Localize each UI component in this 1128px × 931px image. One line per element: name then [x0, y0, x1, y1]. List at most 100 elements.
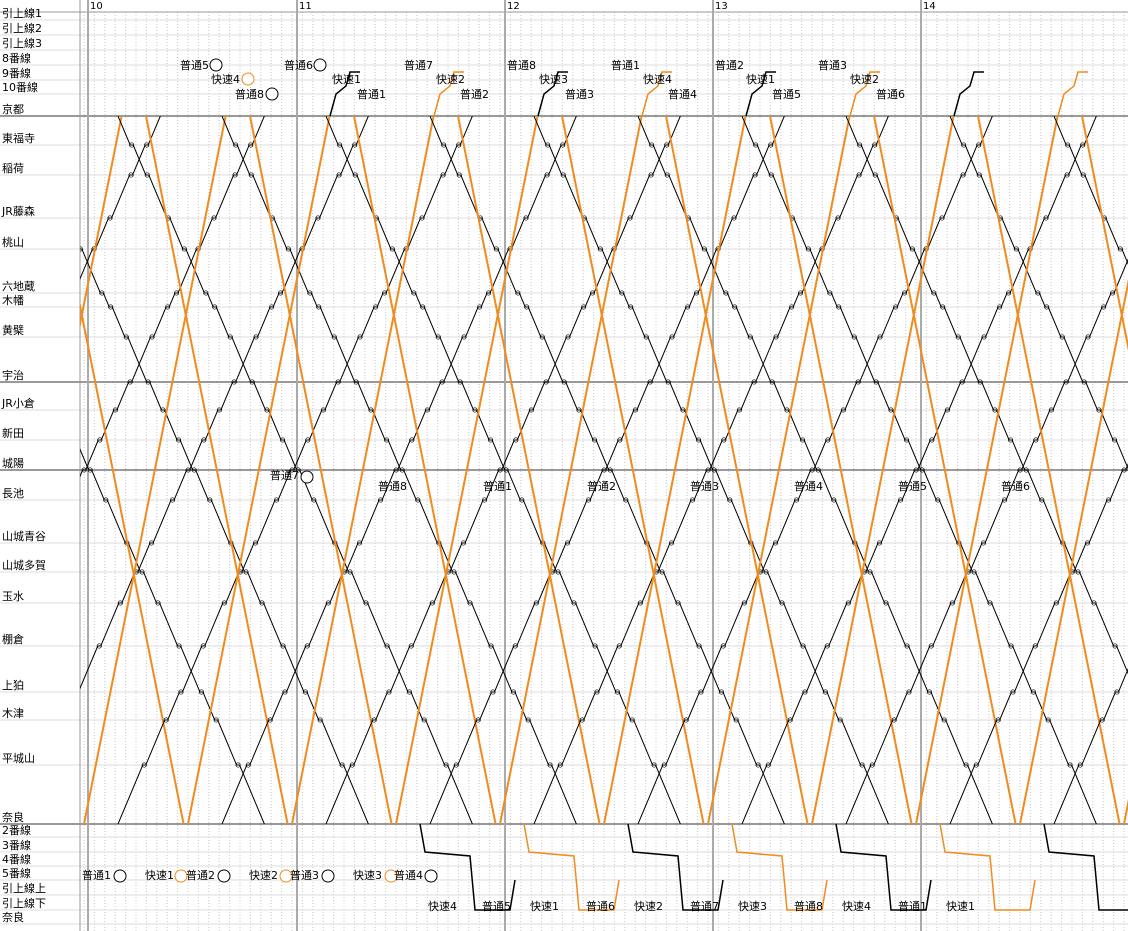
- stop-marker: [524, 304, 530, 310]
- stop-marker: [253, 334, 259, 340]
- yard-move: [433, 71, 464, 117]
- stop-marker: [264, 407, 270, 413]
- stop-marker: [944, 407, 950, 413]
- stop-marker: [741, 600, 747, 606]
- stop-marker: [888, 407, 894, 413]
- stop-marker: [800, 437, 806, 443]
- stop-marker: [597, 246, 603, 252]
- stop-marker: [732, 304, 738, 310]
- stop-marker: [1002, 497, 1008, 503]
- stop-marker: [547, 762, 553, 768]
- stop-marker: [233, 142, 239, 148]
- station-label: 京都: [2, 102, 24, 116]
- stop-marker: [443, 762, 449, 768]
- stop-marker: [898, 497, 904, 503]
- stop-marker: [176, 643, 182, 649]
- stop-marker: [1035, 290, 1041, 296]
- yard-move: [641, 71, 672, 117]
- hour-label: 10: [90, 1, 103, 12]
- stop-marker: [316, 304, 322, 310]
- stop-marker: [1077, 762, 1083, 768]
- stop-marker: [765, 762, 771, 768]
- stop-marker: [371, 717, 377, 723]
- stop-marker: [510, 689, 516, 695]
- stop-marker: [883, 600, 889, 606]
- stop-marker: [409, 437, 415, 443]
- stop-marker: [665, 379, 671, 385]
- stop-marker: [1030, 689, 1036, 695]
- stop-marker: [579, 717, 585, 723]
- train-line: [915, 116, 1059, 824]
- train-label: 普通6: [876, 87, 905, 101]
- yard-move: [849, 71, 880, 117]
- train-label: 普通8: [378, 479, 407, 493]
- stop-marker: [752, 172, 758, 178]
- stop-marker: [929, 437, 935, 443]
- stop-marker: [282, 689, 288, 695]
- stop-marker: [1067, 762, 1073, 768]
- stop-marker: [216, 407, 222, 413]
- train-label: 普通2: [186, 868, 215, 882]
- stop-marker: [235, 762, 241, 768]
- train-line: [533, 116, 889, 824]
- stop-marker: [198, 689, 204, 695]
- stop-marker: [357, 334, 363, 340]
- stop-marker: [824, 643, 830, 649]
- stop-marker: [731, 215, 737, 221]
- stop-marker: [497, 467, 503, 473]
- stop-marker: [311, 497, 317, 503]
- station-label: 3番線: [2, 838, 31, 852]
- train-line: [395, 116, 539, 824]
- stop-marker: [779, 600, 785, 606]
- train-marker: [217, 869, 231, 883]
- stop-marker: [231, 379, 237, 385]
- stop-marker: [477, 304, 483, 310]
- stop-marker: [269, 304, 275, 310]
- stop-marker: [919, 467, 925, 473]
- stop-marker: [211, 215, 217, 221]
- stop-marker: [1112, 643, 1118, 649]
- stop-marker: [581, 304, 587, 310]
- yard-move: [939, 823, 1036, 911]
- stop-marker: [949, 600, 955, 606]
- train-label: 快速4: [643, 73, 672, 86]
- stop-marker: [784, 407, 790, 413]
- train-label: 普通8: [235, 87, 264, 101]
- stop-marker: [139, 569, 145, 575]
- train-line: [325, 116, 681, 824]
- hour-label: 12: [507, 1, 520, 12]
- stop-marker: [337, 142, 343, 148]
- stop-marker: [315, 215, 321, 221]
- stop-marker: [406, 689, 412, 695]
- stop-marker: [769, 379, 775, 385]
- stop-marker: [97, 437, 103, 443]
- stop-marker: [1023, 467, 1029, 473]
- stop-marker: [619, 290, 625, 296]
- stop-marker: [693, 290, 700, 296]
- stop-marker: [185, 467, 191, 473]
- stop-marker: [939, 215, 945, 221]
- stop-marker: [482, 497, 488, 503]
- stop-marker: [148, 540, 155, 546]
- stop-marker: [1101, 304, 1107, 310]
- train-label: 快速1: [530, 900, 559, 913]
- station-label: 引上線3: [2, 36, 42, 50]
- stop-marker: [669, 334, 675, 340]
- train-line: [187, 116, 331, 824]
- yard-move: [745, 71, 776, 117]
- stop-marker: [872, 172, 878, 178]
- stop-marker: [200, 643, 206, 649]
- stop-marker: [399, 467, 405, 473]
- train-line: [1081, 116, 1128, 352]
- stop-marker: [243, 569, 249, 575]
- yard-move: [835, 823, 932, 911]
- stop-marker: [221, 600, 227, 606]
- stop-marker: [384, 437, 390, 443]
- stop-marker: [1039, 497, 1045, 503]
- train-marker: [209, 58, 223, 72]
- stop-marker: [981, 334, 987, 340]
- train-marker: [265, 87, 279, 101]
- stop-marker: [145, 379, 151, 385]
- station-label: 5番線: [2, 866, 31, 880]
- stop-marker: [971, 569, 977, 575]
